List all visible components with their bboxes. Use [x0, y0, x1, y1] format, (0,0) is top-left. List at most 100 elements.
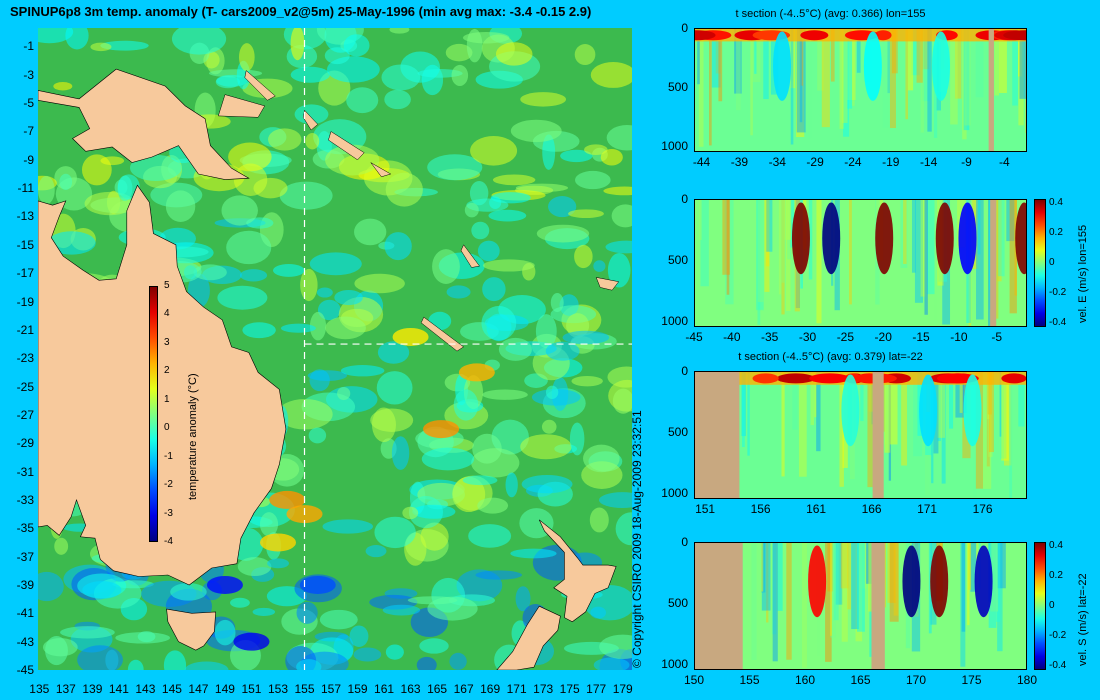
- section-striation: [847, 29, 856, 101]
- section-striation: [747, 372, 750, 456]
- anomaly-blob: [446, 285, 471, 299]
- section-panel-1[interactable]: [694, 28, 1027, 152]
- velocity-colorbar-tick-label: 0.4: [1049, 197, 1063, 208]
- section-x-tick-label: -39: [730, 155, 749, 169]
- section-striation: [996, 543, 1001, 622]
- latitude-tick-label: -35: [16, 521, 34, 536]
- section-feature: [791, 202, 810, 275]
- anomaly-blob: [308, 427, 327, 444]
- latitude-tick-label: -25: [16, 379, 34, 394]
- anomaly-blob: [612, 388, 632, 414]
- section-striation: [808, 29, 812, 139]
- section-panel-3[interactable]: [694, 371, 1027, 499]
- anomaly-blob: [568, 209, 604, 219]
- section-striation: [781, 200, 785, 283]
- section-striation: [778, 200, 782, 295]
- anomaly-blob: [309, 252, 362, 276]
- anomaly-blob: [349, 625, 369, 647]
- section-striation: [784, 200, 792, 240]
- section-striation: [772, 543, 778, 662]
- section-striation: [959, 372, 963, 413]
- section-striation: [891, 29, 898, 74]
- section-x-tick-label: -30: [798, 330, 817, 344]
- section-striation: [977, 200, 981, 255]
- anomaly-blob: [421, 447, 475, 471]
- anomaly-blob: [520, 434, 572, 460]
- section-striation: [911, 29, 920, 76]
- longitude-tick-label: 165: [427, 682, 448, 696]
- section-striation: [968, 543, 972, 590]
- section-panel-4[interactable]: [694, 542, 1027, 670]
- anomaly-blob: [305, 132, 320, 150]
- section-striation: [1019, 29, 1026, 99]
- longitude-tick-label: 161: [374, 682, 395, 696]
- anomaly-blob: [193, 264, 227, 281]
- section-striation: [982, 372, 992, 489]
- anomaly-feature: [233, 632, 270, 651]
- section-x-tick-label: -20: [874, 330, 892, 344]
- latitude-tick-label: -29: [16, 436, 34, 451]
- section-striation: [967, 543, 970, 626]
- section-striation: [975, 29, 984, 98]
- anomaly-blob: [470, 135, 518, 166]
- latitude-tick-label: -37: [16, 549, 34, 564]
- colorbar-tick-label: 5: [164, 280, 170, 291]
- latitude-tick-label: -41: [16, 606, 34, 621]
- map-colorbar-label: temperature anomaly (°C): [187, 373, 199, 500]
- anomaly-blob: [589, 507, 609, 533]
- section-striation: [937, 372, 946, 438]
- section-striation: [907, 29, 914, 91]
- section-depth-tick-label: 500: [667, 424, 688, 439]
- section-striation: [905, 29, 909, 120]
- section-striation: [997, 543, 1003, 652]
- section-x-tick-label: 160: [794, 673, 816, 687]
- section-striation: [787, 200, 791, 260]
- section-striation: [851, 543, 859, 630]
- section-striation: [950, 29, 958, 125]
- section-canvas: [695, 29, 1026, 151]
- anomaly-blob: [238, 43, 255, 72]
- section-striation: [711, 29, 721, 88]
- section-x-tick-label: -29: [806, 155, 824, 169]
- latitude-tick-label: -5: [23, 96, 34, 111]
- section-striation: [1012, 29, 1018, 106]
- section-striation: [825, 543, 832, 662]
- section-striation: [736, 29, 741, 111]
- anomaly-blob: [377, 341, 410, 364]
- section-depth-tick-label: 0: [681, 535, 688, 549]
- section-striation: [961, 543, 966, 632]
- anomaly-blob: [170, 583, 207, 601]
- section-feature: [974, 545, 993, 618]
- section-background: [695, 543, 1026, 669]
- anomaly-blob: [90, 42, 112, 52]
- section-striation: [839, 372, 844, 487]
- longitude-tick-label: 155: [294, 682, 315, 696]
- section-x-tick-label: 155: [739, 673, 760, 687]
- map-colorbar: [149, 286, 158, 542]
- anomaly-blob: [184, 661, 229, 670]
- section-depth-tick-label: 0: [681, 192, 688, 206]
- anomaly-blob: [464, 202, 479, 218]
- anomaly-blob: [471, 221, 490, 240]
- section-background: [695, 29, 1026, 151]
- section-striation: [725, 200, 734, 305]
- anomaly-blob: [402, 506, 419, 520]
- anomaly-blob: [385, 172, 423, 207]
- anomaly-blob: [42, 638, 78, 657]
- longitude-tick-label: 171: [506, 682, 527, 696]
- section-x-tick-label: -10: [950, 330, 968, 344]
- section-panel-2[interactable]: [694, 199, 1027, 327]
- section-striation: [901, 372, 908, 466]
- section-striation: [750, 29, 753, 136]
- anomaly-blob: [325, 316, 366, 340]
- velocity-colorbar-tick-label: 0.2: [1049, 570, 1063, 581]
- anomaly-blob: [82, 581, 122, 599]
- anomaly-blob: [471, 448, 520, 478]
- anomaly-blob: [252, 607, 276, 616]
- section-striation: [847, 29, 853, 109]
- latitude-tick-label: -3: [23, 67, 34, 82]
- anomaly-blob: [449, 652, 467, 670]
- temperature-anomaly-map[interactable]: [38, 28, 632, 670]
- section-striation: [763, 29, 769, 100]
- section-striation: [860, 372, 864, 422]
